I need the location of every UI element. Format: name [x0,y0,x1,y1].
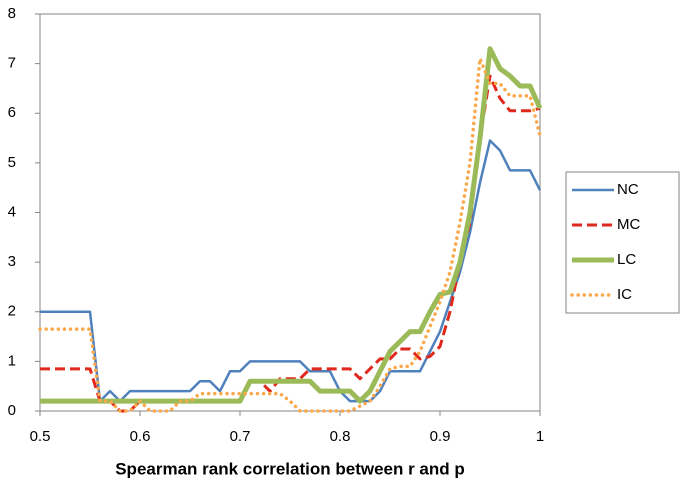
y-tick-label: 4 [8,203,16,220]
x-tick-label: 1 [536,428,544,445]
plot-frame [39,13,541,412]
y-tick-label: 2 [8,303,16,320]
legend-label: MC [617,216,640,233]
x-tick-label: 0.9 [430,428,451,445]
x-axis-label: Spearman rank correlation between r and … [115,459,465,478]
y-tick-label: 8 [8,5,16,22]
series-line [40,139,542,403]
legend-box [565,171,680,314]
y-tick-label: 1 [8,352,16,369]
x-tick-label: 0.5 [30,428,51,445]
x-tick-label: 0.6 [130,428,151,445]
x-tick-label: 0.8 [330,428,351,445]
y-tick-label: 3 [8,253,16,270]
series-line [40,46,543,404]
y-tick-label: 6 [8,104,16,121]
x-tick-label: 0.7 [230,428,251,445]
y-tick-label: 0 [8,402,16,419]
legend-label: NC [617,181,639,198]
y-tick-label: 5 [8,154,16,171]
legend-label: IC [617,286,632,303]
legend-label: LC [617,251,636,268]
series-line [38,56,542,413]
y-tick-label: 7 [8,55,16,72]
